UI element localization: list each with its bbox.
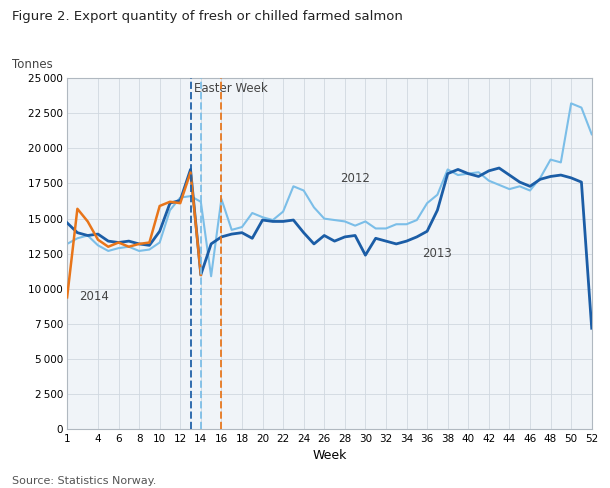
X-axis label: Week: Week [312, 449, 346, 462]
Text: Source: Statistics Norway.: Source: Statistics Norway. [12, 476, 157, 486]
Text: Figure 2. Export quantity of fresh or chilled farmed salmon: Figure 2. Export quantity of fresh or ch… [12, 10, 403, 23]
Text: 2014: 2014 [79, 290, 109, 303]
Text: 2013: 2013 [422, 246, 452, 260]
Text: 2012: 2012 [340, 172, 370, 185]
Text: Easter Week: Easter Week [193, 82, 267, 95]
Text: Tonnes: Tonnes [12, 58, 53, 71]
